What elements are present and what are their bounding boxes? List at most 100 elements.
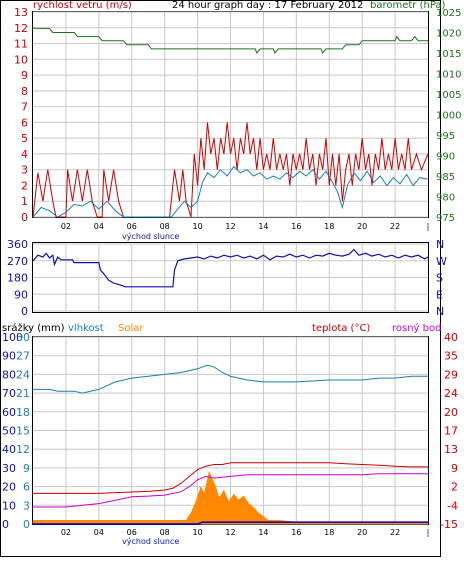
legend-humidity: vlhkost (68, 323, 104, 334)
pressure-tick-label: 980 (436, 193, 455, 204)
wind_avg-line (32, 165, 429, 218)
pressure-tick-label: 1010 (436, 70, 461, 81)
x-tick-label: 04 (94, 222, 104, 231)
rain-tick-label: 10 (2, 499, 16, 512)
time-axis-ticks-top: 02 04 06 08 10 12 14 16 18 20 22 | (61, 222, 430, 231)
x-tick-label: 20 (357, 222, 367, 231)
pressure-tick-label: 990 (436, 152, 455, 163)
wind-axis-title: rychlost vetru (m/s) (33, 0, 132, 11)
x-tick-label: 14 (258, 528, 268, 537)
rain-tick-label: 100 (2, 331, 23, 344)
x-tick-label: 12 (225, 528, 235, 537)
pressure-axis-ticks: 975 980 985 990 995 1000 1005 1010 1015 1020 1025 (436, 8, 461, 224)
x-tick-label: 22 (390, 222, 400, 231)
temperature-tick-label: 17 (444, 425, 458, 438)
pressure-tick-label: 975 (436, 213, 455, 224)
temperature-humidity-panel: 0 10 20 30 40 50 60 70 80 90 100 0 3 6 9 12 15 18 21 24 27 3… (2, 322, 458, 546)
x-tick-label: 20 (357, 528, 367, 537)
temperature-tick-label: -4 (447, 499, 458, 512)
compass-tick-label: E (436, 288, 443, 301)
pressure-tick-label: 1005 (436, 90, 461, 101)
humidity-tick-label: 9 (23, 462, 30, 475)
x-tick-label: 10 (192, 222, 202, 231)
x-tick-label: 18 (324, 528, 334, 537)
humidity-axis-ticks: 0 3 6 9 12 15 18 21 24 27 30 (16, 331, 30, 531)
sunrise-label-top: východ slunce (122, 232, 179, 241)
x-tick-label: 02 (61, 528, 71, 537)
pressure-tick-label: 995 (436, 131, 455, 142)
direction-tick-label: 0 (21, 305, 28, 318)
wind-tick-label: 3 (21, 164, 28, 177)
rain-tick-label: 80 (2, 368, 16, 381)
direction-tick-label: 270 (7, 255, 28, 268)
x-tick-label: 08 (160, 528, 170, 537)
compass-tick-label: N (436, 305, 444, 318)
wind-tick-label: 7 (21, 101, 28, 114)
direction-tick-label: 90 (14, 288, 28, 301)
direction-tick-label: 360 (7, 238, 28, 251)
pressure-line (33, 27, 428, 54)
x-tick-label: 12 (225, 222, 235, 231)
wind-tick-label: 9 (21, 69, 28, 82)
temperature-tick-label: 20 (444, 406, 458, 419)
humidity-tick-label: 24 (16, 368, 30, 381)
pressure-tick-label: 1020 (436, 29, 461, 40)
temperature-line (33, 462, 428, 494)
wind-direction-grid (33, 243, 428, 312)
wind-tick-label: 1 (21, 195, 28, 208)
humidity-line (33, 364, 428, 394)
time-axis-ticks-bottom: 02 04 06 08 10 12 14 16 18 20 22 | (61, 528, 430, 537)
humidity-tick-label: 12 (16, 443, 30, 456)
legend-temperature: teplota (°C) (312, 323, 370, 334)
humidity-tick-label: 18 (16, 406, 30, 419)
wind-tick-label: 13 (14, 6, 28, 19)
wind-tick-label: 8 (21, 85, 28, 98)
temperature-tick-label: 2 (451, 481, 458, 494)
wind-pressure-series (32, 27, 429, 218)
x-tick-label: 16 (291, 528, 301, 537)
humidity-tick-label: 0 (23, 518, 30, 531)
pressure-tick-label: 1025 (436, 8, 461, 19)
x-tick-label: 18 (324, 222, 334, 231)
direction-degree-ticks: 0 90 180 270 360 (7, 238, 28, 318)
wind-tick-label: 12 (14, 22, 28, 35)
humidity-tick-label: 3 (23, 499, 30, 512)
sunrise-label-bottom: východ slunce (122, 537, 179, 546)
humidity-tick-label: 6 (23, 481, 30, 494)
dewpoint-line (33, 473, 428, 508)
compass-tick-label: N (436, 238, 444, 251)
temperature-tick-label: 13 (444, 443, 458, 456)
wind-direction-series (32, 248, 429, 288)
x-tick-label: 06 (127, 222, 137, 231)
rain-tick-label: 90 (2, 350, 16, 363)
wind-tick-label: 5 (21, 132, 28, 145)
temperature-tick-label: 24 (444, 387, 458, 400)
temperature-tick-label: 29 (444, 368, 458, 381)
pressure-axis-title: barometr (hPa) (370, 0, 446, 11)
wind-tick-label: 2 (21, 179, 28, 192)
legend-dewpoint: rosný bod (392, 322, 441, 334)
x-tick-label: 08 (160, 222, 170, 231)
compass-tick-label: S (436, 272, 443, 285)
humidity-tick-label: 30 (16, 331, 30, 344)
wind_gust-line (32, 122, 429, 218)
graph-title: 24 hour graph day : 17 February 2012 (172, 0, 363, 11)
wind-tick-label: 10 (14, 53, 28, 66)
x-tick-end: | (427, 222, 430, 231)
compass-tick-label: W (436, 255, 447, 268)
rain-tick-label: 50 (2, 425, 16, 438)
x-tick-label: 02 (61, 222, 71, 231)
x-tick-label: 14 (258, 222, 268, 231)
rain-tick-label: 20 (2, 481, 16, 494)
x-tick-label: 04 (94, 528, 104, 537)
rain-tick-label: 70 (2, 387, 16, 400)
wind-tick-label: 0 (21, 211, 28, 224)
legend-rain: srážky (mm) (2, 322, 65, 334)
wind-tick-label: 6 (21, 116, 28, 129)
